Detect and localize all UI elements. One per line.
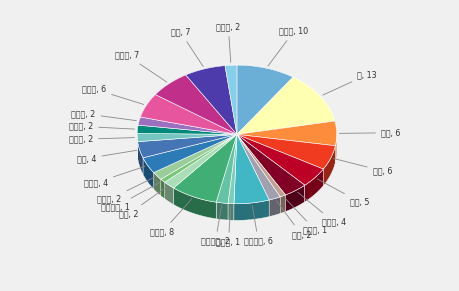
Polygon shape (153, 134, 236, 179)
Polygon shape (137, 133, 236, 142)
Polygon shape (185, 66, 236, 134)
Polygon shape (173, 134, 236, 202)
Polygon shape (143, 134, 236, 173)
Text: 새꼬막, 2: 새꼬막, 2 (97, 177, 154, 204)
Polygon shape (161, 179, 164, 199)
Text: 개조개, 2: 개조개, 2 (216, 22, 240, 63)
Polygon shape (236, 134, 280, 200)
Polygon shape (153, 134, 236, 179)
Polygon shape (285, 185, 304, 212)
Polygon shape (164, 134, 236, 188)
Polygon shape (236, 65, 292, 134)
Polygon shape (137, 125, 138, 150)
Polygon shape (236, 134, 280, 200)
Polygon shape (164, 182, 173, 205)
Text: 가리비, 10: 가리비, 10 (268, 27, 308, 66)
Polygon shape (236, 134, 304, 195)
Polygon shape (138, 117, 236, 134)
Polygon shape (236, 134, 335, 169)
Polygon shape (216, 134, 236, 203)
Polygon shape (173, 134, 236, 202)
Text: 키조개, 6: 키조개, 6 (82, 84, 143, 104)
Polygon shape (164, 134, 236, 188)
Polygon shape (161, 134, 236, 182)
Polygon shape (234, 200, 269, 220)
Polygon shape (236, 134, 323, 185)
Polygon shape (216, 134, 236, 203)
Polygon shape (236, 134, 285, 197)
Polygon shape (228, 134, 236, 204)
Text: 굴, 13: 굴, 13 (322, 70, 376, 95)
Text: 동죽, 5: 동죽, 5 (317, 179, 368, 206)
Polygon shape (236, 77, 334, 134)
Text: 새조개, 4: 새조개, 4 (84, 166, 145, 187)
Polygon shape (140, 95, 236, 134)
Text: 잠모시, 2: 잠모시, 2 (68, 135, 134, 144)
Polygon shape (155, 75, 236, 134)
Text: 대합, 6: 대합, 6 (333, 159, 391, 175)
Text: 밀조개, 1: 밀조개, 1 (216, 206, 240, 247)
Polygon shape (155, 75, 236, 134)
Polygon shape (224, 65, 236, 82)
Polygon shape (153, 173, 161, 196)
Text: 민들조개, 2: 민들조개, 2 (201, 206, 230, 246)
Polygon shape (228, 203, 234, 220)
Polygon shape (236, 134, 335, 169)
Polygon shape (234, 134, 269, 204)
Polygon shape (234, 134, 269, 204)
Text: 돌조개, 4: 돌조개, 4 (297, 192, 345, 226)
Text: 백합, 2: 백합, 2 (119, 187, 167, 218)
Polygon shape (173, 188, 216, 219)
Polygon shape (335, 134, 336, 162)
Text: 명주, 2: 명주, 2 (276, 201, 310, 239)
Polygon shape (269, 197, 280, 217)
Polygon shape (137, 133, 236, 142)
Text: 홍합, 7: 홍합, 7 (170, 28, 203, 67)
Text: 피조개, 7: 피조개, 7 (114, 51, 167, 82)
Polygon shape (161, 134, 236, 182)
Text: 비단조개, 1: 비단조개, 1 (101, 182, 160, 211)
Polygon shape (236, 65, 292, 134)
Text: 잠조개, 2: 잠조개, 2 (69, 122, 134, 131)
Polygon shape (304, 169, 323, 202)
Polygon shape (137, 142, 143, 174)
Polygon shape (280, 195, 285, 214)
Polygon shape (138, 117, 236, 134)
Polygon shape (334, 121, 336, 151)
Text: 칼조개, 2: 칼조개, 2 (71, 109, 136, 121)
Text: 떡조개, 1: 떡조개, 1 (284, 198, 327, 235)
Polygon shape (143, 158, 153, 189)
Text: 생합, 4: 생합, 4 (77, 150, 137, 163)
Polygon shape (323, 146, 335, 186)
Polygon shape (236, 134, 323, 185)
Polygon shape (236, 65, 292, 94)
Polygon shape (236, 121, 336, 146)
Polygon shape (236, 134, 285, 197)
Polygon shape (137, 125, 236, 134)
Polygon shape (140, 95, 155, 134)
Polygon shape (137, 125, 236, 134)
Polygon shape (228, 134, 236, 204)
Polygon shape (140, 95, 236, 134)
Polygon shape (185, 66, 236, 134)
Polygon shape (236, 121, 336, 146)
Polygon shape (137, 134, 236, 158)
Text: 바지락, 8: 바지락, 8 (150, 199, 191, 236)
Polygon shape (292, 77, 334, 138)
Polygon shape (236, 134, 304, 195)
Polygon shape (155, 75, 185, 111)
Polygon shape (143, 134, 236, 173)
Polygon shape (224, 65, 236, 134)
Polygon shape (137, 134, 236, 158)
Text: 모시조개, 6: 모시조개, 6 (243, 206, 272, 246)
Polygon shape (236, 77, 334, 134)
Polygon shape (138, 117, 140, 142)
Polygon shape (185, 66, 224, 92)
Polygon shape (224, 65, 236, 134)
Text: 꼬막, 6: 꼬막, 6 (339, 128, 399, 137)
Polygon shape (216, 202, 228, 220)
